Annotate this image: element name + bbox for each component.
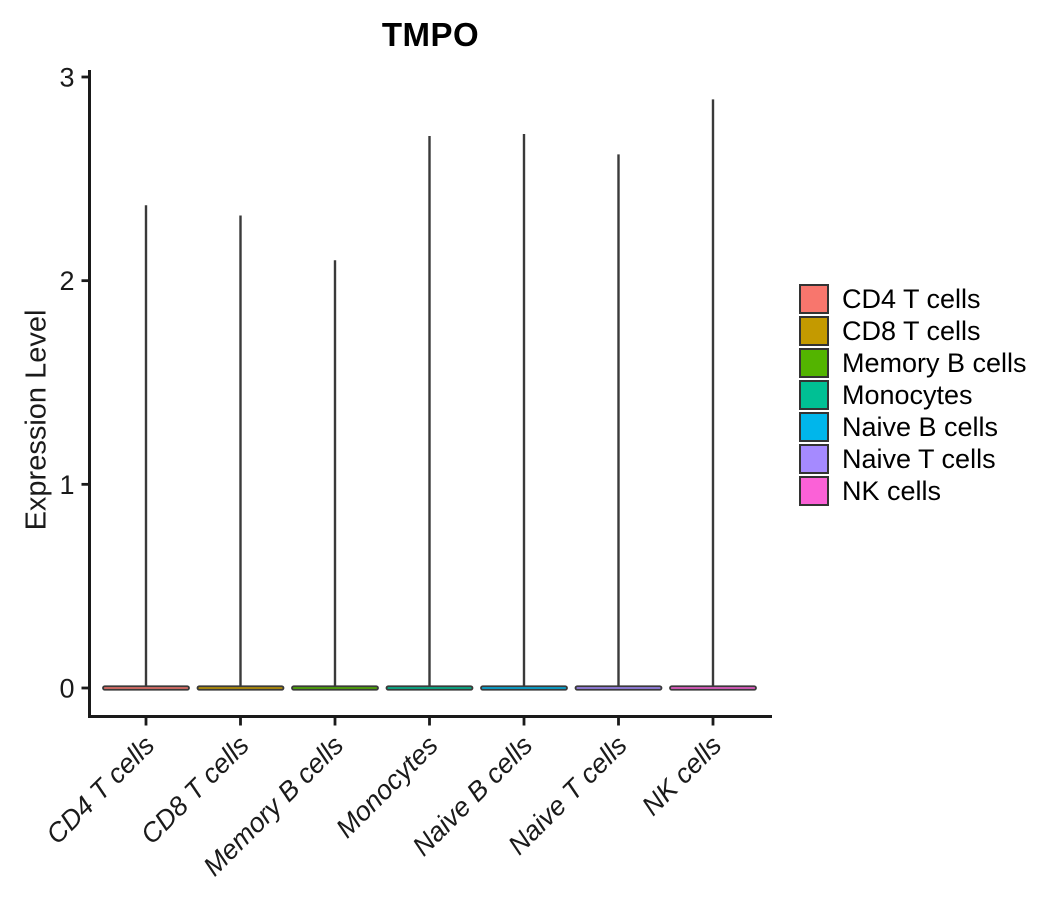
legend-swatch [799,476,829,506]
y-tick-label: 2 [59,266,74,296]
violin-base [385,685,474,691]
legend-swatch [799,380,829,410]
legend-item: Monocytes [799,379,1027,411]
plot-title: TMPO [381,16,480,53]
legend-swatch [799,348,829,378]
violin-base [480,685,568,691]
violin-base [196,685,285,691]
legend-item: Naive T cells [799,443,1027,475]
legend-item: Naive B cells [799,411,1027,443]
legend: CD4 T cells CD8 T cells Memory B cells Mono… [799,283,1027,507]
y-tick-label: 0 [59,673,74,703]
y-tick-label: 1 [59,470,74,500]
x-tick-label: NK cells [636,730,727,821]
legend-swatch [799,444,829,474]
violin-base [102,685,190,691]
legend-item-label: Naive B cells [842,411,999,442]
legend-item-label: Monocytes [842,379,973,410]
violin-base [291,685,379,691]
legend-item: CD8 T cells [799,315,1027,347]
legend-item-label: CD4 T cells [842,283,981,314]
legend-item: Memory B cells [799,347,1027,379]
legend-swatch [799,316,829,346]
violin-base [669,685,757,691]
legend-item-label: CD8 T cells [842,315,981,346]
legend-item: CD4 T cells [799,283,1027,315]
y-tick-label: 3 [59,62,74,92]
legend-swatch [799,284,829,314]
violin-base [574,685,663,691]
legend-item: NK cells [799,475,1027,507]
legend-swatch [799,412,829,442]
legend-item-label: Naive T cells [842,443,996,474]
legend-item-label: NK cells [842,475,942,506]
legend-item-label: Memory B cells [842,347,1027,378]
